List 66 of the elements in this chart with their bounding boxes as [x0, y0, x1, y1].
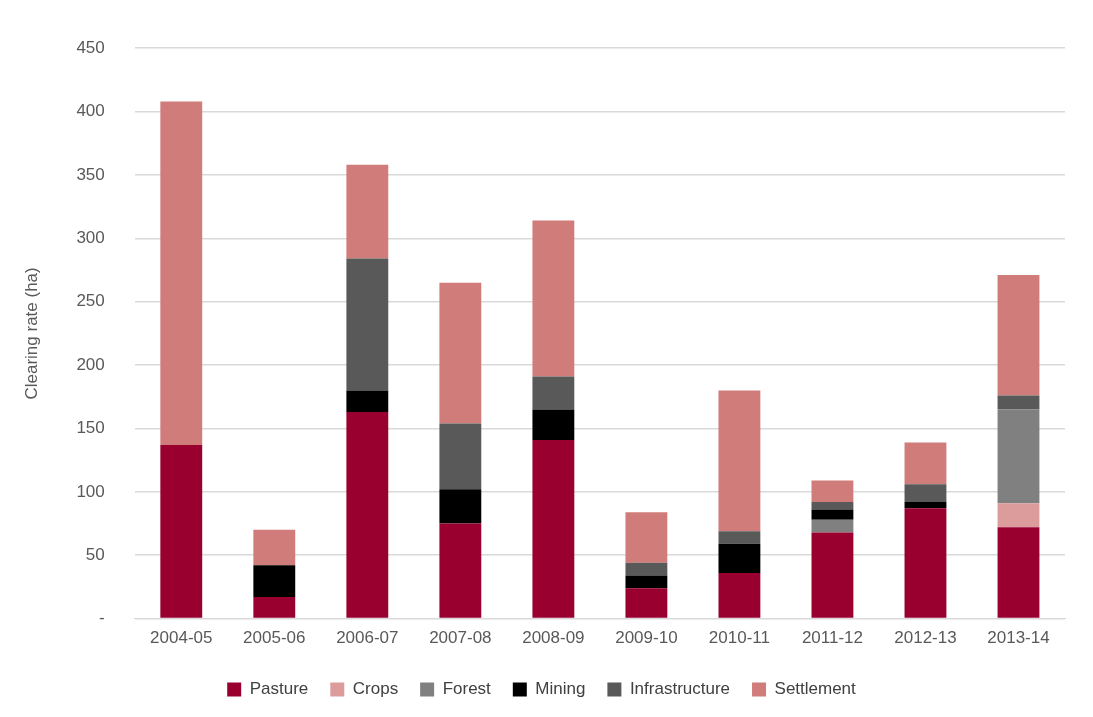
bar — [532, 220, 575, 377]
bar — [718, 531, 761, 544]
bar — [904, 508, 947, 618]
bar — [811, 532, 854, 618]
x-tick-label: 2008-09 — [522, 628, 585, 648]
y-tick-label: 350 — [76, 164, 105, 184]
legend-label: Pasture — [249, 679, 309, 699]
legend-label: Infrastructure — [629, 679, 731, 699]
bar — [625, 588, 668, 618]
y-tick-label: 200 — [76, 354, 105, 374]
bar — [811, 480, 854, 502]
bar — [346, 258, 389, 391]
y-tick-label: 300 — [76, 228, 105, 248]
bar — [439, 489, 482, 524]
bar — [532, 409, 575, 440]
legend-label: Forest — [442, 679, 492, 699]
bar — [625, 512, 668, 563]
y-tick-label: 400 — [76, 101, 105, 121]
legend-label: Crops — [352, 679, 399, 699]
y-tick-label: 250 — [76, 291, 105, 311]
bar — [997, 275, 1040, 396]
bar — [253, 597, 296, 618]
bar — [532, 439, 575, 618]
bar — [904, 442, 947, 485]
x-tick-label: 2009-10 — [615, 628, 678, 648]
bar — [253, 565, 296, 598]
bar — [997, 527, 1040, 618]
x-tick-label: 2004-05 — [150, 628, 213, 648]
bar — [904, 484, 947, 502]
x-tick-label: 2013-14 — [987, 628, 1050, 648]
bar — [718, 572, 761, 618]
bar — [439, 282, 482, 424]
bar — [997, 409, 1040, 504]
y-tick-label: 100 — [76, 481, 105, 501]
bar — [625, 575, 668, 589]
bar — [160, 101, 203, 445]
bar — [718, 543, 761, 573]
bar — [439, 423, 482, 490]
x-tick-label: 2012-13 — [894, 628, 957, 648]
bar — [346, 164, 389, 259]
bar — [346, 411, 389, 618]
y-axis-title: Clearing rate (ha) — [21, 267, 41, 400]
x-tick-label: 2011-12 — [801, 628, 864, 648]
bar — [811, 519, 854, 533]
y-tick-label: 50 — [85, 544, 105, 564]
bar — [439, 523, 482, 618]
y-tick-label: - — [99, 608, 105, 628]
x-tick-label: 2005-06 — [243, 628, 306, 648]
y-tick-label: 150 — [76, 418, 105, 438]
legend-label: Settlement — [774, 679, 857, 699]
bar — [718, 390, 761, 532]
y-tick-label: 450 — [76, 37, 105, 57]
bar — [346, 390, 389, 412]
bar — [811, 509, 854, 520]
bar — [811, 501, 854, 510]
legend-label: Mining — [535, 679, 586, 699]
bar — [253, 529, 296, 566]
x-tick-label: 2010-11 — [708, 628, 770, 648]
x-tick-label: 2006-07 — [336, 628, 399, 648]
bar — [532, 376, 575, 410]
bar — [160, 444, 203, 618]
x-tick-label: 2007-08 — [429, 628, 492, 648]
bar — [904, 501, 947, 509]
bar — [997, 503, 1040, 528]
bar — [625, 562, 668, 576]
bar — [997, 395, 1040, 410]
